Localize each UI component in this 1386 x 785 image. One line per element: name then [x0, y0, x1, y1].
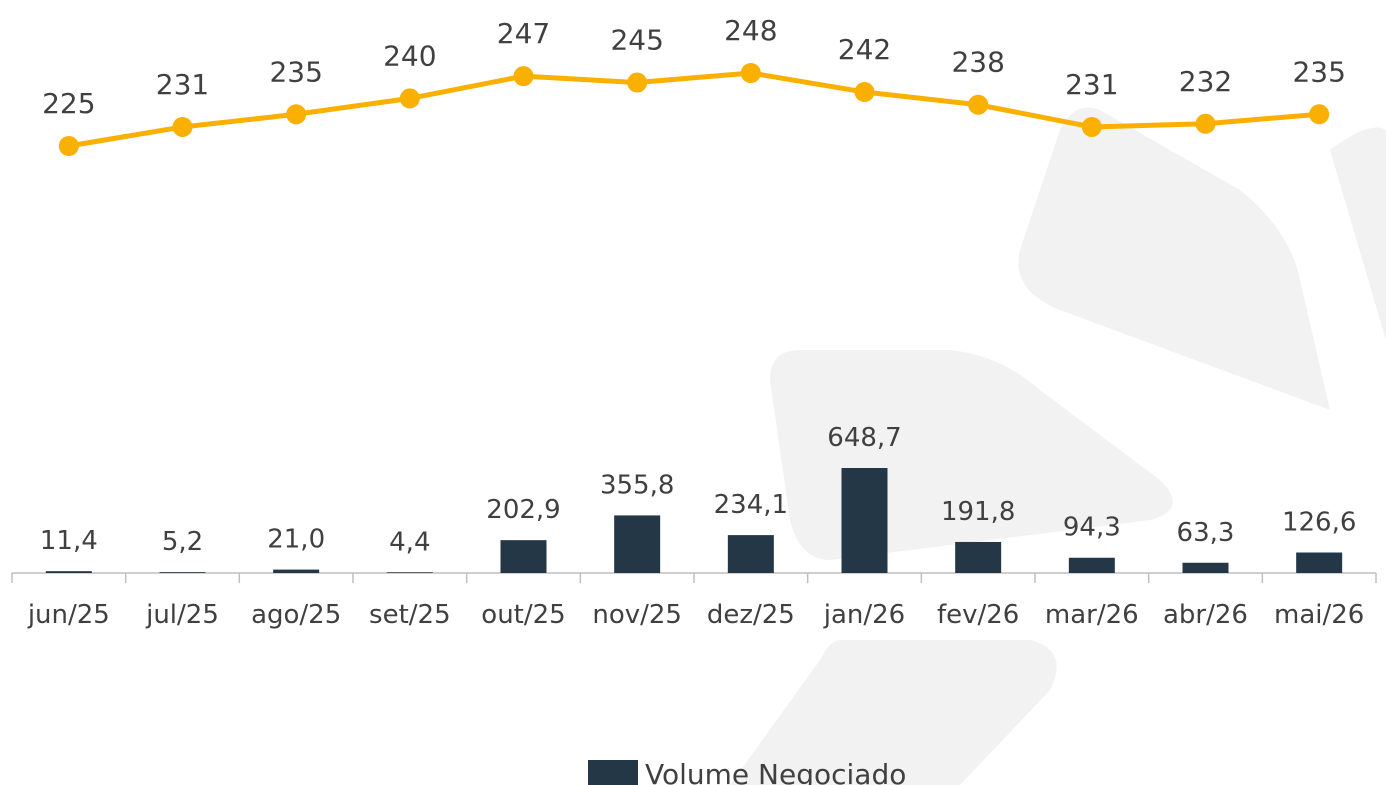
bar [614, 515, 661, 573]
bar-value-label: 202,9 [486, 495, 560, 525]
bar-value-label: 191,8 [941, 497, 1015, 527]
line-value-label: 231 [156, 68, 209, 101]
line-value-label: 235 [269, 55, 322, 88]
x-tick-label: dez/25 [707, 600, 795, 630]
bar-value-label: 94,3 [1063, 513, 1121, 543]
bar [955, 541, 1002, 573]
line-value-label: 232 [1179, 65, 1232, 98]
bar [1182, 562, 1229, 573]
bar [159, 572, 206, 573]
x-tick-label: jul/25 [145, 600, 219, 630]
line-marker [399, 88, 420, 109]
x-tick-label: abr/26 [1163, 600, 1248, 630]
bar-value-label: 63,3 [1177, 518, 1235, 548]
bar-value-label: 21,0 [267, 525, 325, 555]
x-tick-label: nov/25 [592, 600, 682, 630]
bar [1296, 552, 1343, 573]
x-tick-label: fev/26 [937, 600, 1019, 630]
line-marker [1081, 116, 1102, 137]
line-marker [854, 82, 875, 103]
x-tick-label: ago/25 [251, 600, 341, 630]
line-value-label: 242 [838, 33, 891, 66]
legend-swatch [588, 760, 638, 785]
bar-value-label: 234,1 [714, 490, 788, 520]
line-value-label: 245 [610, 24, 663, 57]
legend-label: Volume Negociado [645, 758, 906, 785]
bar-value-label: 648,7 [827, 423, 901, 453]
x-tick-label: set/25 [369, 600, 451, 630]
line-value-label: 238 [951, 46, 1004, 79]
bar [273, 569, 320, 573]
line-marker [172, 116, 193, 137]
line-marker [1195, 113, 1216, 134]
bar [386, 572, 433, 573]
x-tick-label: jun/25 [27, 600, 110, 630]
x-tick-label: mai/26 [1274, 600, 1364, 630]
x-tick-label: out/25 [481, 600, 565, 630]
bar [727, 535, 774, 573]
line-marker [513, 66, 534, 87]
line-marker [740, 63, 761, 83]
line-marker [58, 136, 79, 156]
line-value-label: 247 [497, 17, 550, 50]
bar-value-label: 5,2 [162, 527, 203, 557]
bar [500, 540, 547, 573]
bar [1068, 557, 1115, 573]
bar-value-label: 126,6 [1282, 508, 1356, 538]
line-value-label: 231 [1065, 68, 1118, 101]
bar-value-label: 11,4 [40, 526, 98, 556]
bar [841, 468, 888, 573]
line-value-label: 240 [383, 39, 436, 72]
bar-value-label: 355,8 [600, 470, 674, 500]
line-marker [286, 104, 307, 125]
line-value-label: 235 [1292, 55, 1345, 88]
x-tick-label: jan/26 [823, 600, 905, 630]
line [68, 70, 1320, 149]
line-value-label: 248 [724, 14, 777, 47]
bar [45, 571, 92, 573]
line-marker [627, 72, 648, 93]
line-marker [968, 94, 989, 115]
x-tick-label: mar/26 [1045, 600, 1139, 630]
bar-value-label: 4,4 [389, 527, 430, 557]
line-marker [1309, 104, 1330, 125]
line-value-label: 225 [42, 87, 95, 120]
